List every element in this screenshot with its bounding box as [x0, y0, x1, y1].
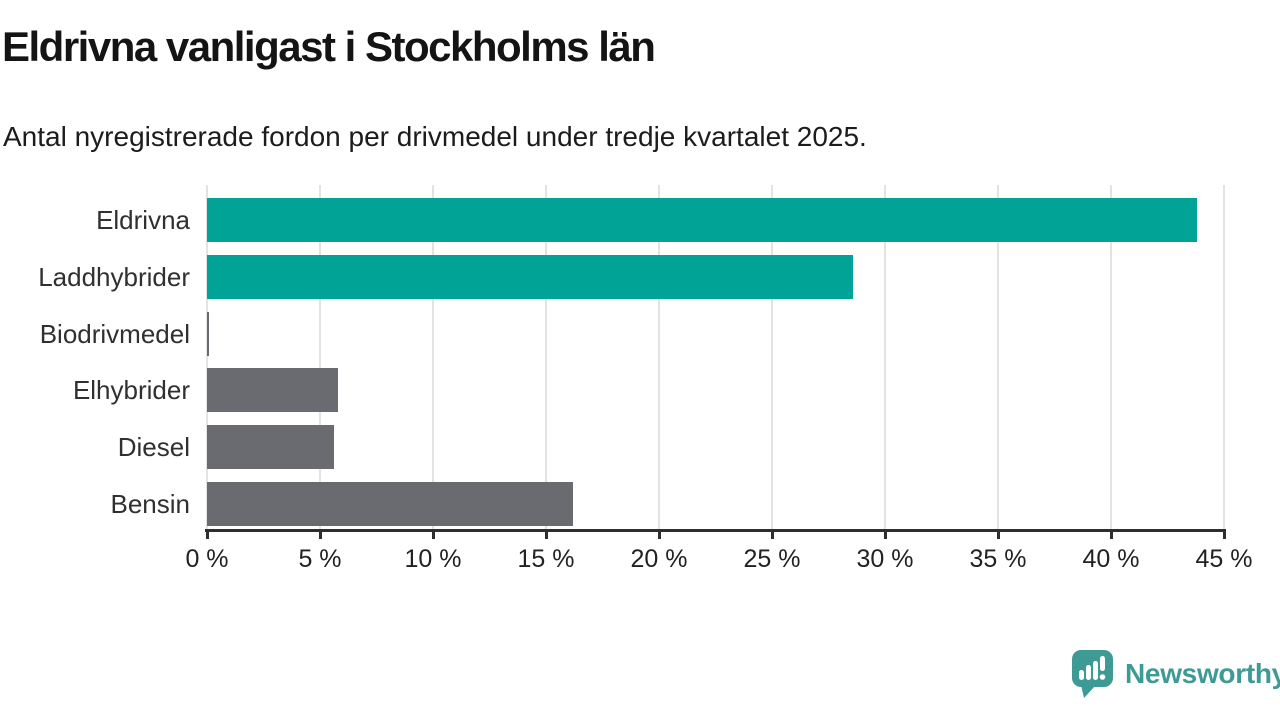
brand-wordmark: Newsworthy — [1125, 657, 1280, 689]
x-axis-tick — [205, 529, 209, 539]
x-axis-tick — [996, 529, 1000, 539]
x-axis-tick-label: 30 % — [856, 545, 914, 573]
x-axis-tick — [318, 529, 322, 539]
x-axis-tick-label: 15 % — [517, 545, 575, 573]
x-axis-tick-label: 5 % — [298, 545, 342, 573]
bar-eldrivna — [207, 198, 1197, 242]
gridline — [771, 185, 773, 530]
x-axis-tick — [544, 529, 548, 539]
x-axis-tick — [770, 529, 774, 539]
gridline — [997, 185, 999, 530]
x-axis-tick — [1222, 529, 1226, 539]
bar-elhybrider — [207, 368, 339, 412]
gridline — [545, 185, 547, 530]
x-axis-tick-label: 10 % — [404, 545, 462, 573]
y-axis-label-elhybrider: Elhybrider — [72, 375, 190, 405]
newsworthy-logo-icon — [1072, 650, 1113, 698]
gridline — [319, 185, 321, 530]
bar-laddhybrider — [207, 255, 854, 299]
gridline — [206, 185, 208, 530]
bar-diesel — [207, 425, 334, 469]
x-axis-tick-label: 40 % — [1082, 545, 1140, 573]
x-axis-tick — [1109, 529, 1113, 539]
chart-title: Eldrivna vanligast i Stockholms län — [2, 23, 656, 70]
gridline — [658, 185, 660, 530]
x-axis-tick-label: 0 % — [185, 545, 229, 573]
chart-subtitle: Antal nyregistrerade fordon per drivmede… — [3, 121, 867, 152]
x-axis-tick-label: 45 % — [1195, 545, 1253, 573]
bar-bensin — [207, 482, 574, 526]
y-axis-label-bensin: Bensin — [110, 489, 191, 519]
brand-logo: Newsworthy — [1070, 648, 1280, 699]
y-axis-label-laddhybrider: Laddhybrider — [38, 262, 190, 292]
x-axis-tick — [883, 529, 887, 539]
gridline — [432, 185, 434, 530]
y-axis-label-diesel: Diesel — [117, 432, 190, 462]
x-axis-tick — [431, 529, 435, 539]
bar-biodrivmedel — [207, 312, 210, 356]
gridline — [1223, 185, 1225, 530]
gridline — [1110, 185, 1112, 530]
y-axis-label-eldrivna: Eldrivna — [96, 205, 190, 235]
x-axis-tick — [657, 529, 661, 539]
y-axis-label-biodrivmedel: Biodrivmedel — [39, 319, 190, 349]
gridline — [884, 185, 886, 530]
x-axis-line — [205, 529, 1226, 532]
x-axis-tick-label: 20 % — [630, 545, 688, 573]
x-axis-tick-label: 25 % — [743, 545, 801, 573]
x-axis-tick-label: 35 % — [969, 545, 1027, 573]
